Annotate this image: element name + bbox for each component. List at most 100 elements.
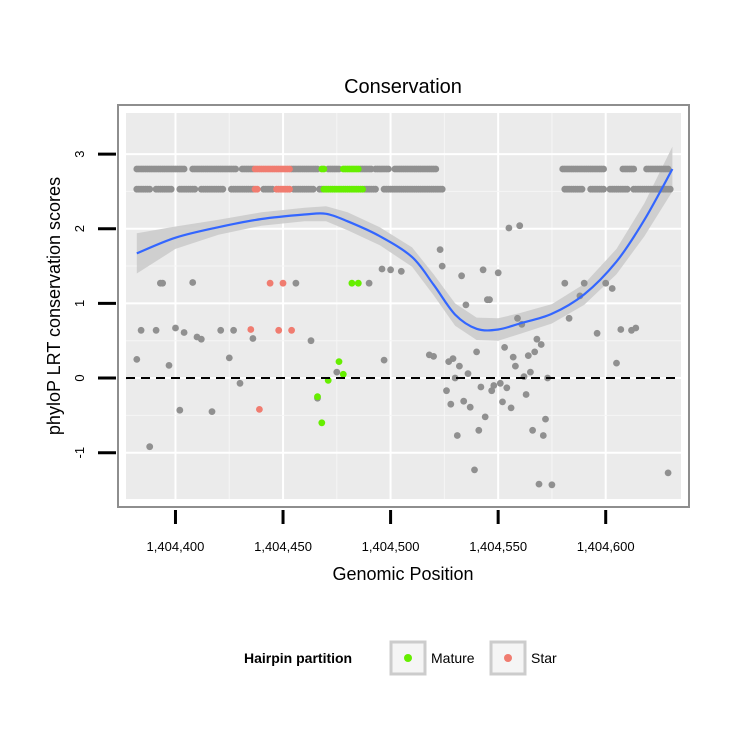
data-point-other: [176, 406, 184, 414]
data-point-other: [232, 165, 240, 173]
data-point-mature: [314, 393, 321, 401]
data-point-other: [664, 165, 672, 173]
data-point-other: [436, 246, 444, 254]
data-point-other: [632, 324, 640, 332]
data-point-other: [430, 353, 437, 360]
data-point-other: [219, 185, 227, 193]
y-tick-label: 2: [72, 225, 87, 232]
data-point-other: [471, 466, 478, 474]
data-point-mature: [354, 165, 362, 173]
data-point-other: [189, 279, 197, 286]
data-point-other: [165, 362, 173, 369]
data-point-star: [266, 279, 274, 287]
data-point-other: [524, 352, 532, 359]
data-point-other: [378, 265, 386, 273]
data-point-other: [509, 353, 517, 361]
data-point-other: [580, 279, 588, 287]
data-point-other: [249, 335, 257, 342]
data-point-mature: [339, 370, 347, 378]
data-point-other: [230, 326, 238, 334]
data-point-other: [664, 469, 672, 477]
data-point-other: [499, 398, 506, 406]
data-point-other: [479, 266, 487, 274]
data-point-other: [146, 443, 154, 451]
data-point-other: [217, 326, 225, 334]
x-tick-label: 1,404,550: [469, 539, 527, 554]
data-point-other: [137, 326, 145, 334]
data-point-other: [512, 362, 519, 370]
data-point-other: [466, 403, 474, 411]
data-point-other: [600, 165, 607, 173]
data-point-other: [535, 480, 543, 488]
data-point-star: [247, 326, 255, 333]
x-tick-label: 1,404,500: [362, 539, 420, 554]
y-axis: -1 0 1 2 3: [72, 150, 116, 458]
data-points: [133, 165, 674, 489]
data-point-other: [236, 379, 244, 387]
data-point-other: [307, 337, 315, 345]
data-point-other: [133, 356, 141, 363]
data-point-other: [529, 426, 536, 434]
data-point-other: [565, 314, 573, 322]
data-point-other: [197, 335, 205, 343]
data-point-other: [453, 432, 461, 439]
legend-label-mature: Mature: [431, 650, 475, 666]
data-point-other: [578, 185, 586, 193]
x-tick-label: 1,404,600: [577, 539, 635, 554]
chart-title: Conservation: [344, 76, 462, 98]
x-axis-title: Genomic Position: [332, 564, 473, 584]
data-point-other: [488, 387, 496, 395]
data-point-other: [172, 324, 179, 332]
data-point-other: [473, 348, 480, 356]
data-point-other: [503, 384, 511, 392]
data-point-other: [180, 165, 188, 173]
data-point-other: [443, 387, 450, 395]
data-point-other: [387, 266, 394, 274]
x-axis: 1,404,400 1,404,450 1,404,500 1,404,550 1,40…: [147, 510, 635, 554]
data-point-other: [613, 359, 620, 367]
data-point-other: [507, 404, 515, 412]
data-point-other: [600, 185, 607, 193]
legend: Hairpin partition Mature Star: [244, 640, 557, 676]
data-point-other: [548, 481, 556, 489]
data-point-other: [146, 185, 154, 193]
data-point-other: [505, 224, 513, 232]
plot-panel: [117, 104, 690, 508]
data-point-star: [288, 326, 295, 334]
smooth-trend-line: [136, 168, 674, 332]
data-point-other: [477, 383, 485, 391]
data-point-other: [159, 279, 167, 287]
data-point-other: [522, 391, 530, 398]
data-point-other: [385, 165, 392, 173]
data-point-other: [539, 432, 547, 439]
data-point-other: [458, 272, 465, 280]
data-point-other: [438, 262, 446, 270]
data-point-other: [602, 279, 610, 287]
data-point-other: [527, 368, 534, 376]
data-point-other: [380, 356, 388, 364]
data-point-other: [481, 413, 489, 421]
data-point-other: [372, 185, 379, 193]
y-tick-label: 1: [72, 300, 87, 307]
data-point-other: [630, 165, 638, 173]
data-point-other: [561, 279, 569, 287]
data-point-other: [516, 222, 524, 230]
data-point-star: [279, 279, 287, 287]
data-point-other: [496, 379, 504, 387]
smooth-confidence-ribbon: [136, 146, 673, 341]
y-tick-label: 0: [72, 374, 87, 381]
legend-dot-mature: [404, 654, 412, 662]
data-point-other: [309, 185, 317, 193]
data-point-other: [451, 374, 459, 382]
data-point-other: [208, 408, 216, 415]
data-point-star: [256, 406, 263, 413]
data-point-other: [333, 368, 341, 376]
data-point-other: [447, 400, 455, 408]
data-point-other: [514, 314, 521, 322]
data-point-star: [286, 185, 293, 193]
data-point-other: [501, 344, 508, 351]
data-point-other: [167, 185, 175, 193]
smooth-line: [136, 168, 674, 332]
data-point-star: [253, 185, 261, 193]
